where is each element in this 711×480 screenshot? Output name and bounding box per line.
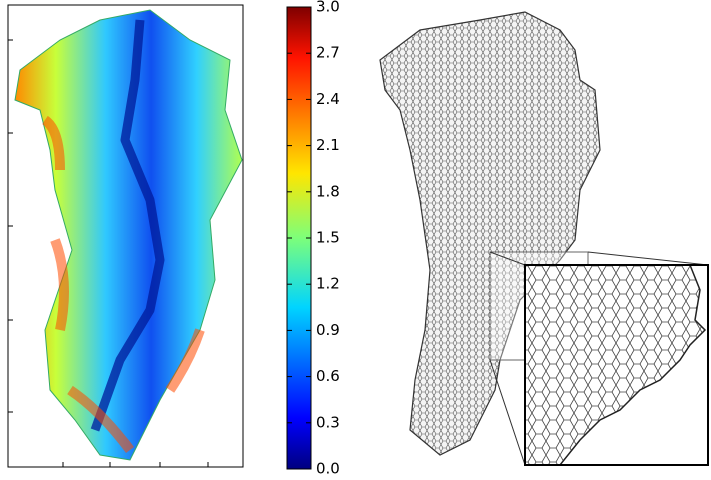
colorbar-tick-label: 0.9 [316, 321, 340, 339]
colorbar-tick-label: 2.7 [316, 44, 340, 62]
colorbar-tick-label: 1.8 [316, 182, 340, 200]
colorbar-tick-label: 0.3 [316, 413, 340, 431]
colorbar-tick-label: 2.1 [316, 136, 340, 154]
colorbar-tick-label: 1.2 [316, 275, 340, 293]
colorbar-tick-label: 1.5 [316, 229, 340, 247]
page: {"chart_data": {"type": "colormap", "zli… [0, 0, 711, 476]
colorbar-tick-label: 3.0 [316, 0, 340, 16]
colorbar-tick-label: 0.6 [316, 367, 340, 385]
figure: 0.0 0.3 0.6 0.9 1.2 1.5 1.8 2.1 2.4 2.7 3.0 [0, 0, 711, 476]
colorbar-tick-label: 2.4 [316, 90, 340, 108]
colorbar-tick-label: 0.0 [316, 460, 340, 477]
